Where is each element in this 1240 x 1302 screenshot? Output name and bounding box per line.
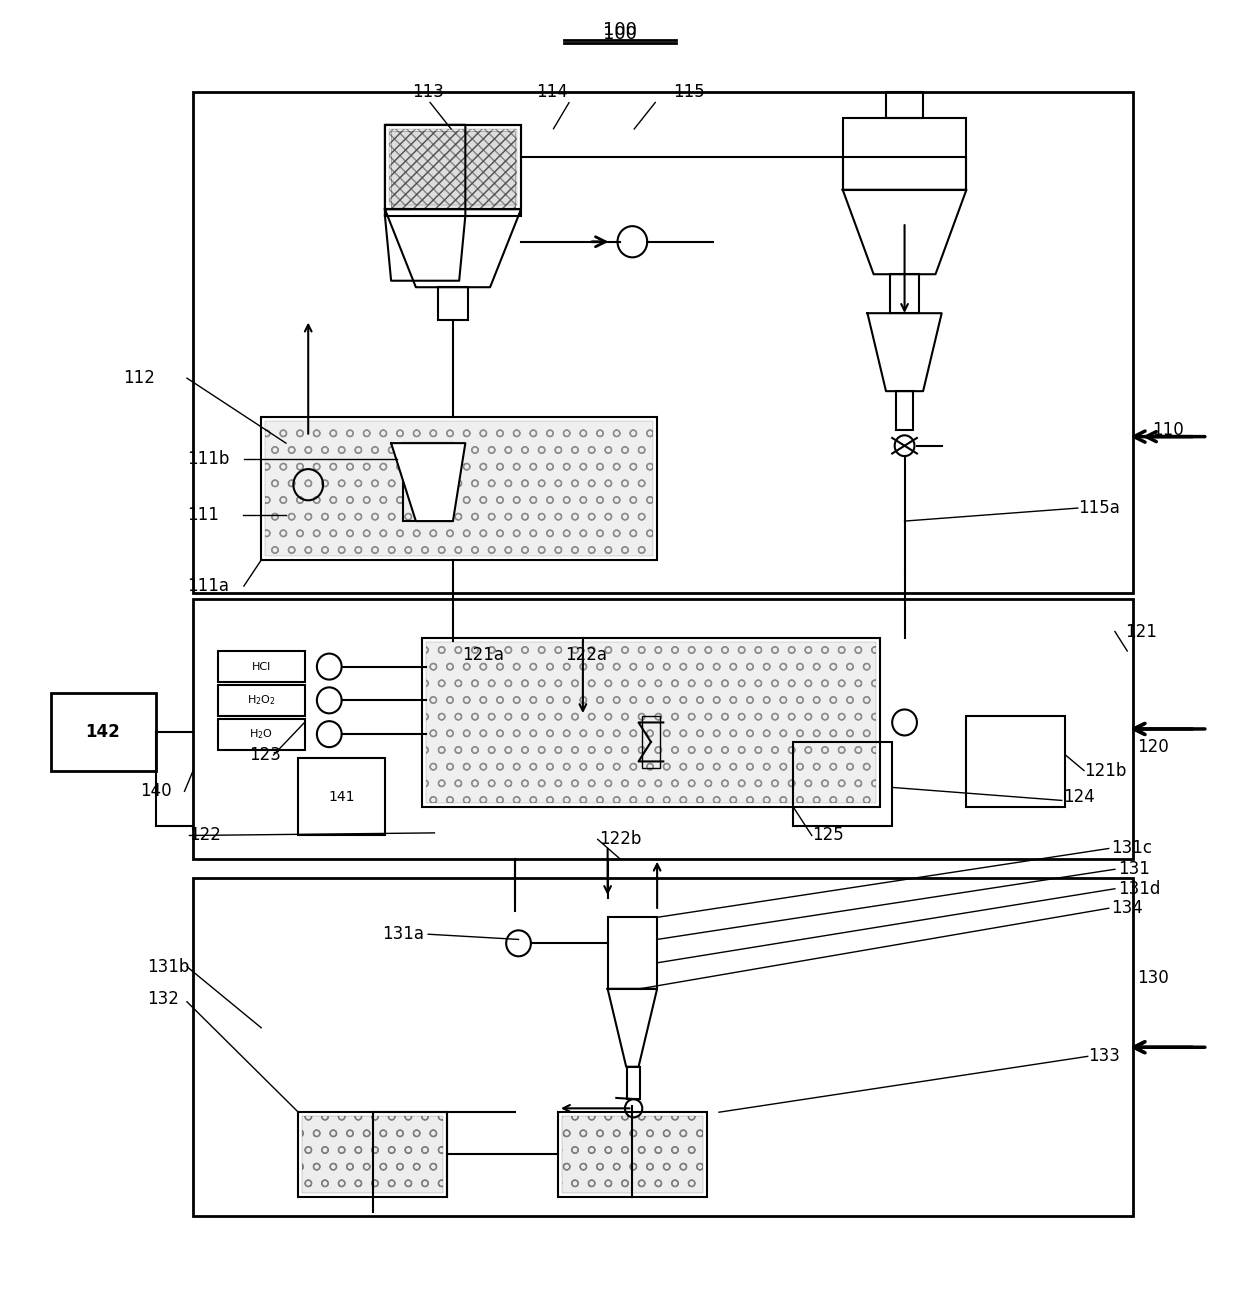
Bar <box>193 92 1133 592</box>
Bar <box>299 758 384 836</box>
Bar <box>627 1066 640 1099</box>
Text: H$_2$O: H$_2$O <box>249 728 273 741</box>
Bar <box>218 719 305 750</box>
Text: H$_2$O$_2$: H$_2$O$_2$ <box>247 694 275 707</box>
Text: HCl: HCl <box>252 661 270 672</box>
Text: 142: 142 <box>86 723 120 741</box>
Bar <box>642 716 660 768</box>
Text: 100: 100 <box>603 21 637 39</box>
Bar <box>388 129 517 206</box>
Polygon shape <box>868 314 941 391</box>
Bar <box>384 125 521 216</box>
Bar <box>193 599 1133 859</box>
Bar <box>794 742 893 827</box>
Bar <box>562 1116 703 1193</box>
Bar <box>890 275 919 314</box>
Text: 112: 112 <box>123 370 155 387</box>
Text: 131a: 131a <box>382 926 424 943</box>
Text: 122a: 122a <box>565 646 608 664</box>
Text: 123: 123 <box>249 746 280 764</box>
Bar <box>265 421 653 556</box>
Polygon shape <box>608 988 657 1066</box>
Text: 133: 133 <box>1087 1047 1120 1065</box>
Text: 111a: 111a <box>187 577 229 595</box>
Text: 115a: 115a <box>1078 499 1120 517</box>
Text: 100: 100 <box>603 25 637 43</box>
Bar <box>384 125 521 210</box>
Text: 141: 141 <box>329 789 355 803</box>
Bar <box>403 443 453 521</box>
Polygon shape <box>384 210 521 288</box>
Text: 131b: 131b <box>148 958 190 975</box>
Text: 121: 121 <box>1125 622 1157 641</box>
Polygon shape <box>384 216 465 281</box>
Text: 131: 131 <box>1118 861 1151 879</box>
Text: 120: 120 <box>1137 738 1169 756</box>
Bar <box>897 391 913 430</box>
Text: 115: 115 <box>673 83 706 102</box>
Text: 122b: 122b <box>599 831 641 849</box>
Bar <box>887 92 923 118</box>
Text: 132: 132 <box>148 991 180 1008</box>
Bar <box>558 1112 707 1197</box>
Text: 125: 125 <box>812 827 843 845</box>
Bar <box>299 1112 446 1197</box>
Bar <box>422 638 880 807</box>
Text: 111: 111 <box>187 505 218 523</box>
Bar <box>391 132 515 210</box>
Text: 131c: 131c <box>1111 840 1152 858</box>
Text: 121b: 121b <box>1084 762 1126 780</box>
Text: 130: 130 <box>1137 970 1169 987</box>
Text: 114: 114 <box>536 83 568 102</box>
Bar <box>966 716 1065 807</box>
Text: 140: 140 <box>140 783 171 801</box>
Bar <box>51 693 156 771</box>
Bar <box>193 879 1133 1216</box>
Bar <box>843 118 966 190</box>
Bar <box>218 651 305 682</box>
Text: 124: 124 <box>1063 788 1095 806</box>
Text: 134: 134 <box>1111 900 1143 917</box>
Text: 111b: 111b <box>187 449 229 467</box>
Bar <box>303 1116 443 1193</box>
Text: 121a: 121a <box>461 646 503 664</box>
Text: 131d: 131d <box>1118 880 1161 898</box>
Bar <box>608 918 657 988</box>
Text: 122: 122 <box>190 827 221 845</box>
Polygon shape <box>843 190 966 275</box>
Bar <box>438 288 467 320</box>
Bar <box>425 642 877 803</box>
Text: 110: 110 <box>1152 421 1184 439</box>
Text: 113: 113 <box>412 83 444 102</box>
Bar <box>262 417 657 560</box>
Bar <box>218 685 305 716</box>
Polygon shape <box>391 443 465 521</box>
